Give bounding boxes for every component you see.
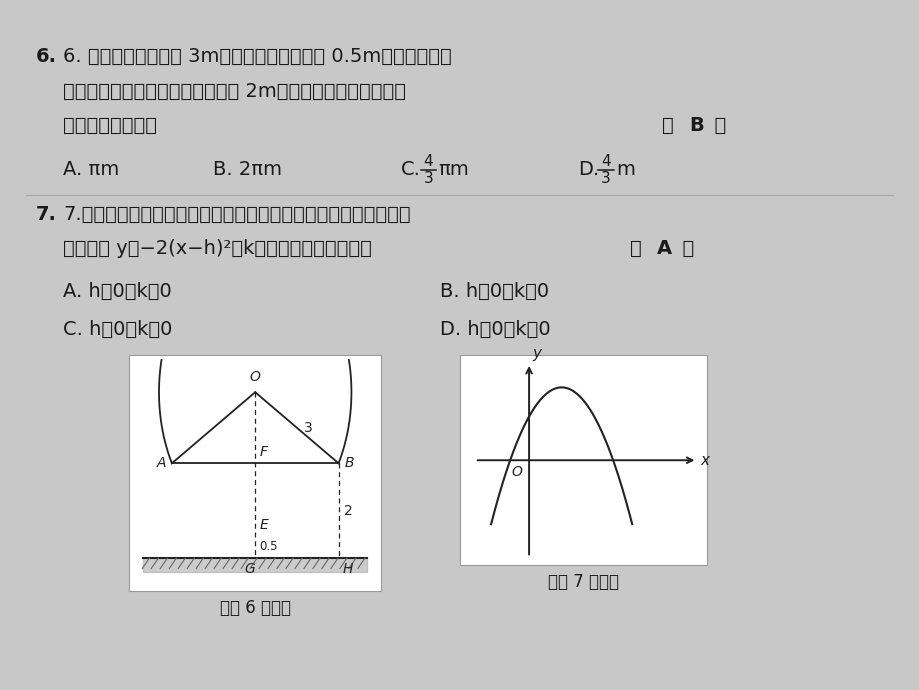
Text: O: O xyxy=(511,465,522,479)
Text: 6. 如图，秋千拉绳长 3m，静止时踹板离地面 0.5m，某小期友荡: 6. 如图，秋千拉绳长 3m，静止时踹板离地面 0.5m，某小期友荡 xyxy=(63,48,451,66)
Text: 表达式为 y＝−2(x−h)²＋k，则下列结论正确的是: 表达式为 y＝−2(x−h)²＋k，则下列结论正确的是 xyxy=(63,239,371,258)
Text: 7.: 7. xyxy=(36,205,56,224)
Text: m: m xyxy=(615,159,634,179)
Text: 秋千时，秋千在最高处踹板离地面 2m（左右坤称），则该秋千: 秋千时，秋千在最高处踹板离地面 2m（左右坤称），则该秋千 xyxy=(63,81,406,101)
Text: A: A xyxy=(657,239,672,258)
Text: H: H xyxy=(342,562,352,576)
Text: （第 6 题图）: （第 6 题图） xyxy=(220,598,290,617)
Text: D.: D. xyxy=(578,159,599,179)
Text: x: x xyxy=(699,453,709,468)
Text: 所荡过的圆弧长为: 所荡过的圆弧长为 xyxy=(63,115,157,135)
Text: 4: 4 xyxy=(423,154,433,168)
Text: （第 7 题图）: （第 7 题图） xyxy=(548,573,618,591)
Text: D. h＞0，k＜0: D. h＞0，k＜0 xyxy=(440,320,550,339)
Text: ）: ） xyxy=(701,115,725,135)
Text: B. h＜0，k＞0: B. h＜0，k＞0 xyxy=(440,282,549,301)
Text: 7.（吉林中考）如图，在平面直角坐标系中，抛物线所表示的函数: 7.（吉林中考）如图，在平面直角坐标系中，抛物线所表示的函数 xyxy=(63,205,411,224)
Text: πm: πm xyxy=(437,159,469,179)
Text: A: A xyxy=(156,456,166,471)
Text: 6.: 6. xyxy=(36,48,57,66)
Text: 3: 3 xyxy=(423,170,433,186)
Text: 2: 2 xyxy=(344,504,353,518)
Text: 3: 3 xyxy=(600,170,610,186)
Text: G: G xyxy=(244,562,255,576)
Text: C.: C. xyxy=(401,159,420,179)
Text: ）: ） xyxy=(669,239,694,258)
Text: A. πm: A. πm xyxy=(63,159,119,179)
Text: F: F xyxy=(260,446,267,460)
Text: B. 2πm: B. 2πm xyxy=(213,159,282,179)
Text: B: B xyxy=(344,456,354,471)
Text: C. h＜0，k＜0: C. h＜0，k＜0 xyxy=(63,320,173,339)
Text: E: E xyxy=(260,518,268,532)
Text: 3: 3 xyxy=(303,421,312,435)
Text: y: y xyxy=(532,346,540,361)
Text: B: B xyxy=(688,115,703,135)
Text: O: O xyxy=(249,370,260,384)
Text: （: （ xyxy=(630,239,653,258)
Text: A. h＞0，k＞0: A. h＞0，k＞0 xyxy=(63,282,172,301)
Bar xyxy=(130,355,380,591)
Text: （: （ xyxy=(662,115,686,135)
Text: 0.5: 0.5 xyxy=(259,540,278,553)
Text: 4: 4 xyxy=(601,154,610,168)
Bar xyxy=(460,355,706,566)
